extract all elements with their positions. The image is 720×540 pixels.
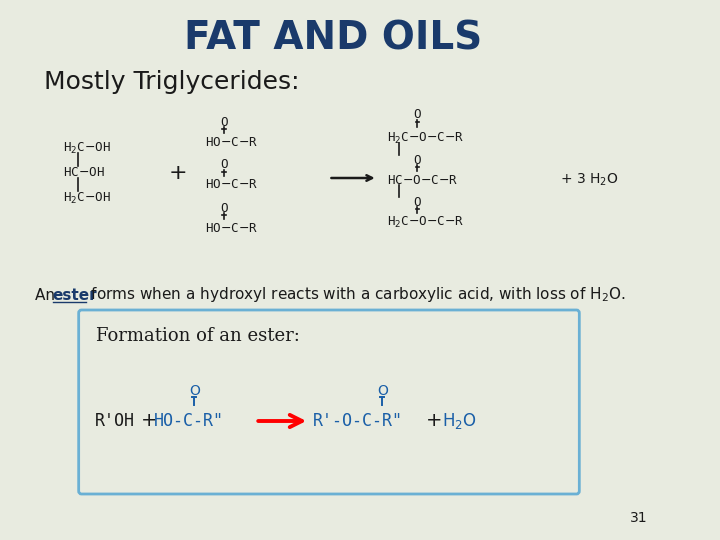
Text: HO$-$C$-$R: HO$-$C$-$R [205,221,258,234]
Text: 31: 31 [630,511,648,525]
Text: H$_2$C$-$OH: H$_2$C$-$OH [63,191,111,206]
Text: FAT AND OILS: FAT AND OILS [184,19,482,57]
Text: O: O [377,384,387,398]
Text: +: + [168,163,187,183]
Text: ester: ester [53,287,97,302]
Text: O: O [413,195,421,208]
Text: Formation of an ester:: Formation of an ester: [96,327,300,345]
Text: O: O [220,159,228,172]
Text: HO-C-R": HO-C-R" [153,412,224,430]
Text: +: + [426,411,442,430]
Text: O: O [189,384,199,398]
Text: HO$-$C$-$R: HO$-$C$-$R [205,179,258,192]
Text: HO$-$C$-$R: HO$-$C$-$R [205,137,258,150]
Text: O: O [413,153,421,166]
Text: O: O [413,109,421,122]
Text: H$_2$C$-$OH: H$_2$C$-$OH [63,140,111,156]
Text: O: O [220,201,228,214]
Text: H$_2$C$-$O$-$C$-$R: H$_2$C$-$O$-$C$-$R [387,131,464,146]
FancyBboxPatch shape [78,310,580,494]
Text: R'OH: R'OH [94,412,135,430]
Text: O: O [220,116,228,129]
Text: Mostly Triglycerides:: Mostly Triglycerides: [45,70,300,94]
Text: H$_2$C$-$O$-$C$-$R: H$_2$C$-$O$-$C$-$R [387,214,464,230]
Text: H$_2$O: H$_2$O [442,411,477,431]
Text: R'-O-C-R": R'-O-C-R" [312,412,402,430]
Text: $+$ 3 H$_2$O: $+$ 3 H$_2$O [560,172,618,188]
Text: HC$-$O$-$C$-$R: HC$-$O$-$C$-$R [387,173,458,186]
Text: forms when a hydroxyl reacts with a carboxylic acid, with loss of H$_2$O.: forms when a hydroxyl reacts with a carb… [86,286,626,305]
Text: +: + [140,411,157,430]
Text: An: An [35,287,60,302]
Text: HC$-$OH: HC$-$OH [63,166,104,179]
